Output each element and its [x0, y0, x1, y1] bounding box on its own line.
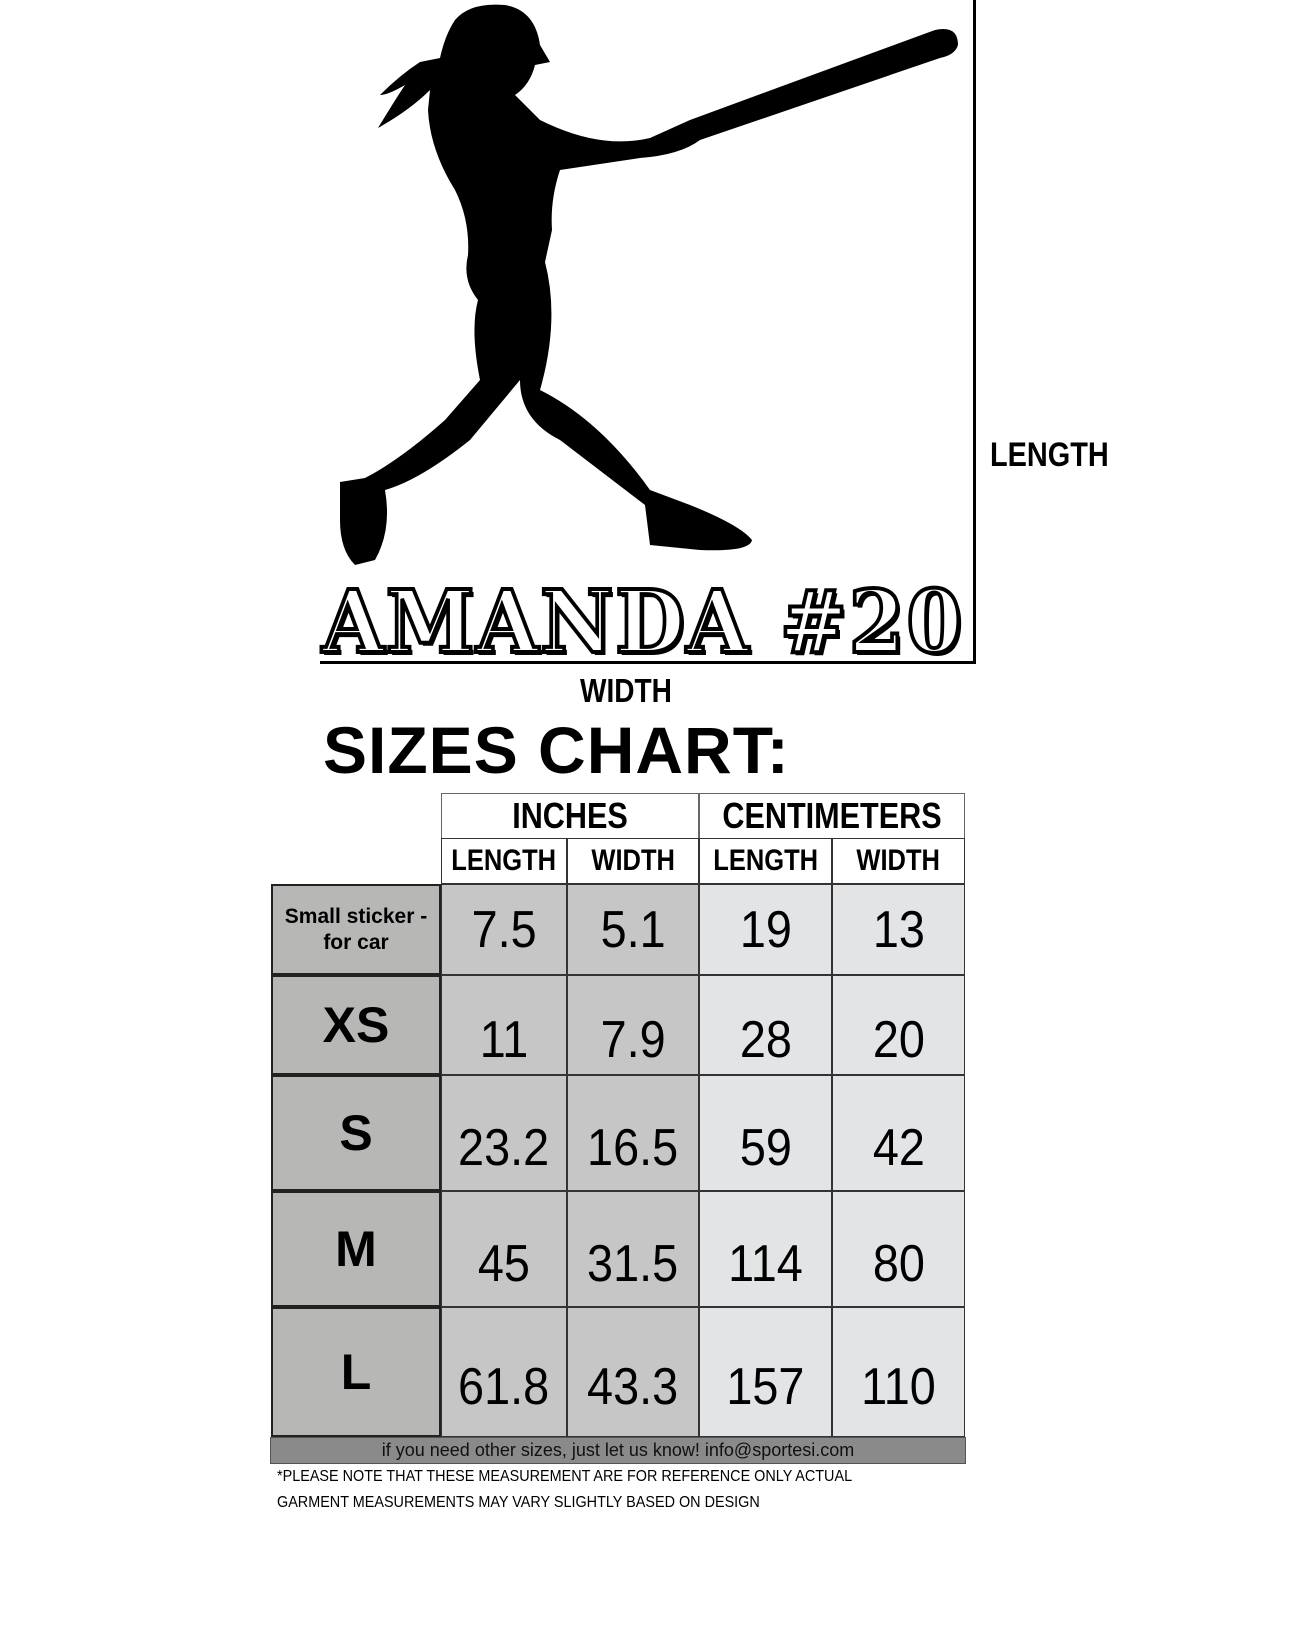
value-cell: 42 — [832, 1075, 965, 1191]
subheader-cell-text: WIDTH — [856, 844, 941, 877]
value-cell-text: 13 — [872, 900, 925, 959]
value-cell-text: 45 — [477, 1235, 531, 1293]
value-cell-text: 7.5 — [471, 900, 537, 959]
size-label-cell-text: M — [335, 1221, 377, 1277]
subheader-cell: LENGTH — [441, 838, 567, 884]
value-cell: 110 — [832, 1307, 965, 1437]
value-cell-text: 11 — [479, 1011, 529, 1069]
header-centimeters: CENTIMETERS — [699, 793, 965, 839]
header-inches-text: INCHES — [512, 795, 628, 836]
length-label: LENGTH — [990, 436, 1109, 474]
length-indicator-line — [973, 0, 976, 664]
subheader-cell-text: LENGTH — [713, 844, 818, 877]
size-label-cell-text: L — [340, 1344, 372, 1400]
value-cell-text: 28 — [739, 1011, 792, 1069]
subheader-cell-text: WIDTH — [591, 844, 675, 877]
value-cell-text: 16.5 — [587, 1119, 679, 1177]
value-cell: 114 — [699, 1191, 832, 1307]
disclaimer-line: *PLEASE NOTE THAT THESE MEASUREMENT ARE … — [277, 1468, 853, 1485]
value-cell: 28 — [699, 975, 832, 1075]
value-cell-text: 157 — [726, 1358, 805, 1416]
header-inches: INCHES — [441, 793, 699, 839]
value-cell: 23.2 — [441, 1075, 567, 1191]
value-cell: 45 — [441, 1191, 567, 1307]
value-cell-text: 59 — [739, 1119, 792, 1177]
subheader-cell: WIDTH — [567, 838, 699, 884]
value-cell: 20 — [832, 975, 965, 1075]
value-cell: 31.5 — [567, 1191, 699, 1307]
width-indicator-line — [320, 661, 976, 664]
value-cell: 59 — [699, 1075, 832, 1191]
value-cell: 13 — [832, 884, 965, 975]
size-label-cell: L — [271, 1307, 441, 1437]
disclaimer-line: GARMENT MEASUREMENTS MAY VARY SLIGHTLY B… — [277, 1494, 760, 1511]
value-cell: 5.1 — [567, 884, 699, 975]
chart-title: SIZES CHART: — [323, 713, 790, 787]
subheader-cell: LENGTH — [699, 838, 832, 884]
value-cell: 43.3 — [567, 1307, 699, 1437]
value-cell: 11 — [441, 975, 567, 1075]
size-label-cell: Small sticker - for car — [271, 884, 441, 975]
value-cell-text: 19 — [739, 900, 792, 959]
name-number-print: AMANDA #20 — [320, 570, 964, 675]
width-label: WIDTH — [580, 672, 672, 709]
value-cell-text: 20 — [872, 1011, 925, 1069]
value-cell-text: 5.1 — [600, 900, 666, 959]
contact-bar: if you need other sizes, just let us kno… — [270, 1437, 966, 1464]
value-cell-text: 31.5 — [587, 1235, 679, 1293]
value-cell: 7.5 — [441, 884, 567, 975]
size-label-cell: S — [271, 1075, 441, 1191]
value-cell: 157 — [699, 1307, 832, 1437]
value-cell: 19 — [699, 884, 832, 975]
value-cell: 16.5 — [567, 1075, 699, 1191]
size-label-cell: XS — [271, 975, 441, 1075]
value-cell-text: 61.8 — [458, 1358, 550, 1416]
softball-batter-silhouette — [340, 4, 958, 566]
value-cell-text: 7.9 — [600, 1011, 666, 1069]
value-cell: 80 — [832, 1191, 965, 1307]
value-cell-text: 42 — [872, 1119, 925, 1177]
value-cell-text: 114 — [728, 1235, 803, 1293]
value-cell: 61.8 — [441, 1307, 567, 1437]
size-label-cell: M — [271, 1191, 441, 1307]
header-centimeters-text: CENTIMETERS — [722, 795, 942, 836]
size-label-cell-text: S — [339, 1105, 373, 1161]
subheader-cell-text: LENGTH — [451, 844, 557, 877]
size-label-cell-text: XS — [322, 997, 390, 1053]
subheader-cell: WIDTH — [832, 838, 965, 884]
value-cell-text: 110 — [861, 1358, 936, 1416]
value-cell-text: 23.2 — [458, 1119, 550, 1177]
value-cell: 7.9 — [567, 975, 699, 1075]
value-cell-text: 43.3 — [587, 1358, 679, 1416]
value-cell-text: 80 — [872, 1235, 925, 1293]
size-label-cell-text: Small sticker - for car — [284, 904, 428, 954]
contact-text: if you need other sizes, just let us kno… — [381, 1440, 855, 1460]
